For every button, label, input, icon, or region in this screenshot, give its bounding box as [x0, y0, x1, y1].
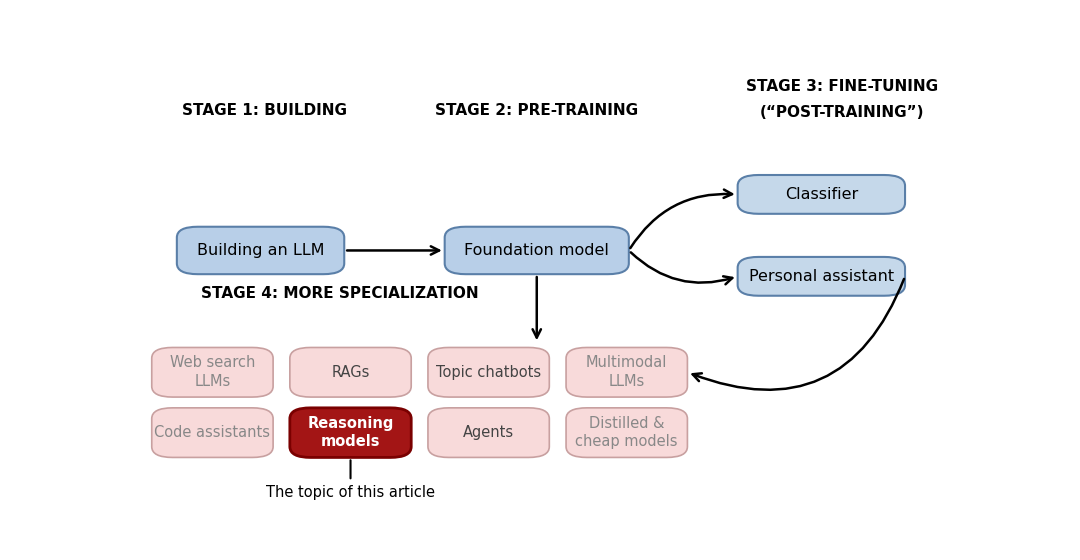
Text: Distilled &
cheap models: Distilled & cheap models — [576, 416, 678, 450]
Text: Agents: Agents — [463, 425, 514, 440]
FancyBboxPatch shape — [738, 175, 905, 214]
FancyBboxPatch shape — [289, 347, 411, 397]
Text: Topic chatbots: Topic chatbots — [436, 365, 541, 380]
FancyBboxPatch shape — [738, 257, 905, 296]
Text: Reasoning
models: Reasoning models — [308, 416, 394, 450]
Text: Classifier: Classifier — [785, 187, 858, 202]
Text: (“POST-TRAINING”): (“POST-TRAINING”) — [760, 105, 924, 120]
Text: STAGE 2: PRE-TRAINING: STAGE 2: PRE-TRAINING — [435, 103, 638, 118]
Text: Code assistants: Code assistants — [154, 425, 270, 440]
FancyBboxPatch shape — [566, 347, 688, 397]
Text: STAGE 3: FINE-TUNING: STAGE 3: FINE-TUNING — [746, 79, 939, 94]
Text: Web search
LLMs: Web search LLMs — [170, 356, 255, 389]
FancyBboxPatch shape — [177, 227, 345, 274]
Text: Building an LLM: Building an LLM — [197, 243, 324, 258]
Text: Personal assistant: Personal assistant — [748, 269, 894, 284]
FancyBboxPatch shape — [566, 408, 688, 458]
Text: Foundation model: Foundation model — [464, 243, 609, 258]
FancyBboxPatch shape — [151, 408, 273, 458]
FancyBboxPatch shape — [428, 347, 550, 397]
FancyBboxPatch shape — [445, 227, 629, 274]
FancyBboxPatch shape — [151, 347, 273, 397]
Text: STAGE 4: MORE SPECIALIZATION: STAGE 4: MORE SPECIALIZATION — [201, 286, 478, 301]
FancyBboxPatch shape — [428, 408, 550, 458]
FancyBboxPatch shape — [289, 408, 411, 458]
Text: The topic of this article: The topic of this article — [266, 486, 435, 501]
Text: Multimodal
LLMs: Multimodal LLMs — [586, 356, 667, 389]
Text: STAGE 1: BUILDING: STAGE 1: BUILDING — [183, 103, 348, 118]
Text: RAGs: RAGs — [332, 365, 369, 380]
